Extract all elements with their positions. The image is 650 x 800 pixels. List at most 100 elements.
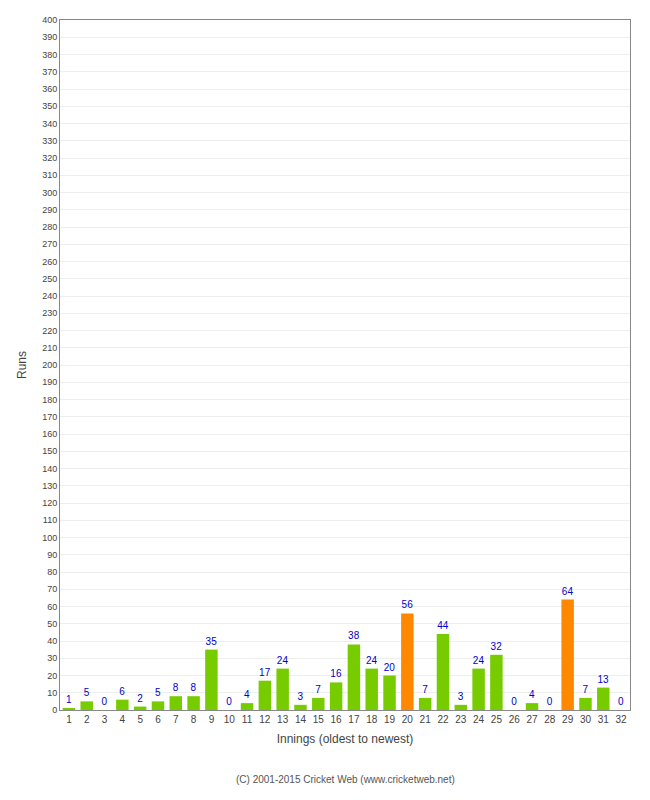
svg-text:4: 4 (120, 714, 126, 725)
svg-text:370: 370 (42, 67, 57, 77)
svg-text:350: 350 (42, 101, 57, 111)
svg-text:70: 70 (47, 584, 57, 594)
svg-text:5: 5 (155, 687, 161, 698)
svg-text:0: 0 (52, 705, 57, 715)
svg-text:320: 320 (42, 153, 57, 163)
svg-text:56: 56 (402, 599, 414, 610)
svg-text:9: 9 (209, 714, 215, 725)
svg-text:8: 8 (173, 682, 179, 693)
svg-text:190: 190 (42, 377, 57, 387)
svg-text:18: 18 (366, 714, 378, 725)
svg-text:280: 280 (42, 222, 57, 232)
svg-text:290: 290 (42, 205, 57, 215)
svg-text:31: 31 (598, 714, 610, 725)
svg-text:210: 210 (42, 343, 57, 353)
svg-text:(C) 2001-2015 Cricket Web (www: (C) 2001-2015 Cricket Web (www.cricketwe… (236, 774, 455, 785)
svg-text:4: 4 (529, 689, 535, 700)
svg-text:340: 340 (42, 119, 57, 129)
svg-text:90: 90 (47, 550, 57, 560)
svg-text:5: 5 (84, 687, 90, 698)
svg-text:130: 130 (42, 481, 57, 491)
svg-text:6: 6 (155, 714, 161, 725)
svg-text:7: 7 (173, 714, 179, 725)
svg-text:0: 0 (547, 696, 553, 707)
svg-text:44: 44 (437, 620, 449, 631)
svg-text:0: 0 (618, 696, 624, 707)
svg-text:24: 24 (473, 714, 485, 725)
svg-text:20: 20 (402, 714, 414, 725)
svg-text:180: 180 (42, 395, 57, 405)
svg-text:220: 220 (42, 326, 57, 336)
svg-text:30: 30 (580, 714, 592, 725)
svg-text:200: 200 (42, 360, 57, 370)
svg-text:Runs: Runs (15, 351, 29, 379)
svg-text:400: 400 (42, 15, 57, 25)
svg-text:19: 19 (384, 714, 396, 725)
svg-text:240: 240 (42, 291, 57, 301)
svg-text:80: 80 (47, 567, 57, 577)
svg-text:24: 24 (366, 655, 378, 666)
svg-text:3: 3 (297, 691, 303, 702)
svg-text:0: 0 (102, 696, 108, 707)
svg-text:7: 7 (422, 684, 428, 695)
svg-text:20: 20 (384, 662, 396, 673)
svg-text:1: 1 (66, 714, 72, 725)
svg-text:7: 7 (582, 684, 588, 695)
svg-text:2: 2 (84, 714, 90, 725)
svg-text:5: 5 (137, 714, 143, 725)
svg-text:160: 160 (42, 429, 57, 439)
svg-text:16: 16 (331, 714, 343, 725)
svg-text:4: 4 (244, 689, 250, 700)
svg-text:360: 360 (42, 84, 57, 94)
svg-text:16: 16 (330, 668, 342, 679)
svg-text:35: 35 (206, 636, 218, 647)
svg-text:24: 24 (473, 655, 485, 666)
svg-text:11: 11 (242, 714, 253, 725)
svg-text:8: 8 (191, 682, 197, 693)
svg-text:260: 260 (42, 257, 57, 267)
svg-text:300: 300 (42, 188, 57, 198)
svg-text:28: 28 (544, 714, 556, 725)
svg-text:7: 7 (315, 684, 321, 695)
svg-text:110: 110 (43, 515, 57, 525)
svg-text:10: 10 (47, 688, 57, 698)
svg-text:17: 17 (348, 714, 360, 725)
svg-text:13: 13 (598, 674, 610, 685)
svg-text:24: 24 (277, 655, 289, 666)
svg-text:60: 60 (47, 602, 57, 612)
svg-text:25: 25 (491, 714, 503, 725)
svg-text:64: 64 (562, 586, 574, 597)
svg-text:1: 1 (66, 694, 72, 705)
svg-text:26: 26 (509, 714, 521, 725)
svg-text:14: 14 (295, 714, 307, 725)
svg-text:250: 250 (42, 274, 57, 284)
svg-text:13: 13 (277, 714, 289, 725)
svg-text:170: 170 (42, 412, 57, 422)
svg-text:230: 230 (42, 308, 57, 318)
svg-text:17: 17 (259, 667, 271, 678)
svg-text:20: 20 (47, 671, 57, 681)
svg-text:2: 2 (137, 693, 143, 704)
svg-text:29: 29 (562, 714, 574, 725)
svg-text:0: 0 (511, 696, 517, 707)
svg-text:32: 32 (616, 714, 628, 725)
svg-text:32: 32 (491, 641, 503, 652)
svg-text:22: 22 (437, 714, 449, 725)
svg-text:330: 330 (42, 136, 57, 146)
svg-text:30: 30 (47, 653, 57, 663)
svg-text:100: 100 (42, 533, 57, 543)
svg-text:12: 12 (259, 714, 271, 725)
svg-text:120: 120 (42, 498, 57, 508)
svg-text:21: 21 (420, 714, 432, 725)
svg-text:8: 8 (191, 714, 197, 725)
svg-text:27: 27 (526, 714, 538, 725)
svg-text:10: 10 (224, 714, 236, 725)
svg-text:3: 3 (102, 714, 108, 725)
svg-text:23: 23 (455, 714, 467, 725)
svg-text:38: 38 (348, 630, 360, 641)
svg-text:40: 40 (47, 636, 57, 646)
svg-text:380: 380 (42, 50, 57, 60)
svg-text:50: 50 (47, 619, 57, 629)
svg-text:15: 15 (313, 714, 325, 725)
svg-text:3: 3 (458, 691, 464, 702)
